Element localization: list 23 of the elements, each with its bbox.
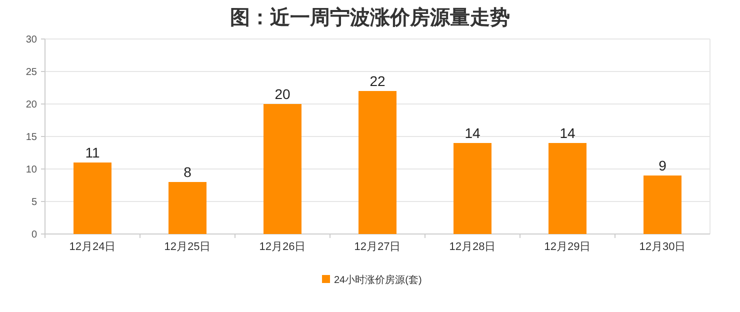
- ytick: 20: [26, 100, 37, 110]
- data-label: 14: [560, 125, 576, 141]
- ytick: 5: [31, 197, 37, 208]
- data-label: 20: [274, 86, 290, 102]
- data-label: 22: [370, 73, 386, 89]
- legend: 24小时涨价房源(套): [334, 275, 422, 286]
- xtick: 12月30日: [639, 241, 686, 253]
- ytick: 0: [31, 230, 37, 240]
- xtick: 12月28日: [449, 241, 496, 253]
- xtick: 12月27日: [354, 241, 401, 253]
- ytick: 30: [26, 34, 37, 46]
- ytick: 15: [26, 132, 37, 143]
- data-label: 9: [658, 158, 666, 174]
- ytick: 25: [26, 67, 37, 78]
- xtick: 12月29日: [544, 241, 591, 253]
- title: 图：近一周宁波涨价房源量走势: [230, 7, 510, 29]
- data-label: 11: [85, 144, 100, 160]
- xtick: 12月24日: [69, 241, 116, 253]
- ytick: 10: [26, 164, 37, 176]
- data-label: 8: [184, 164, 192, 180]
- data-label: 14: [464, 125, 480, 141]
- xtick: 12月26日: [259, 241, 306, 253]
- xtick: 12月25日: [164, 241, 211, 253]
